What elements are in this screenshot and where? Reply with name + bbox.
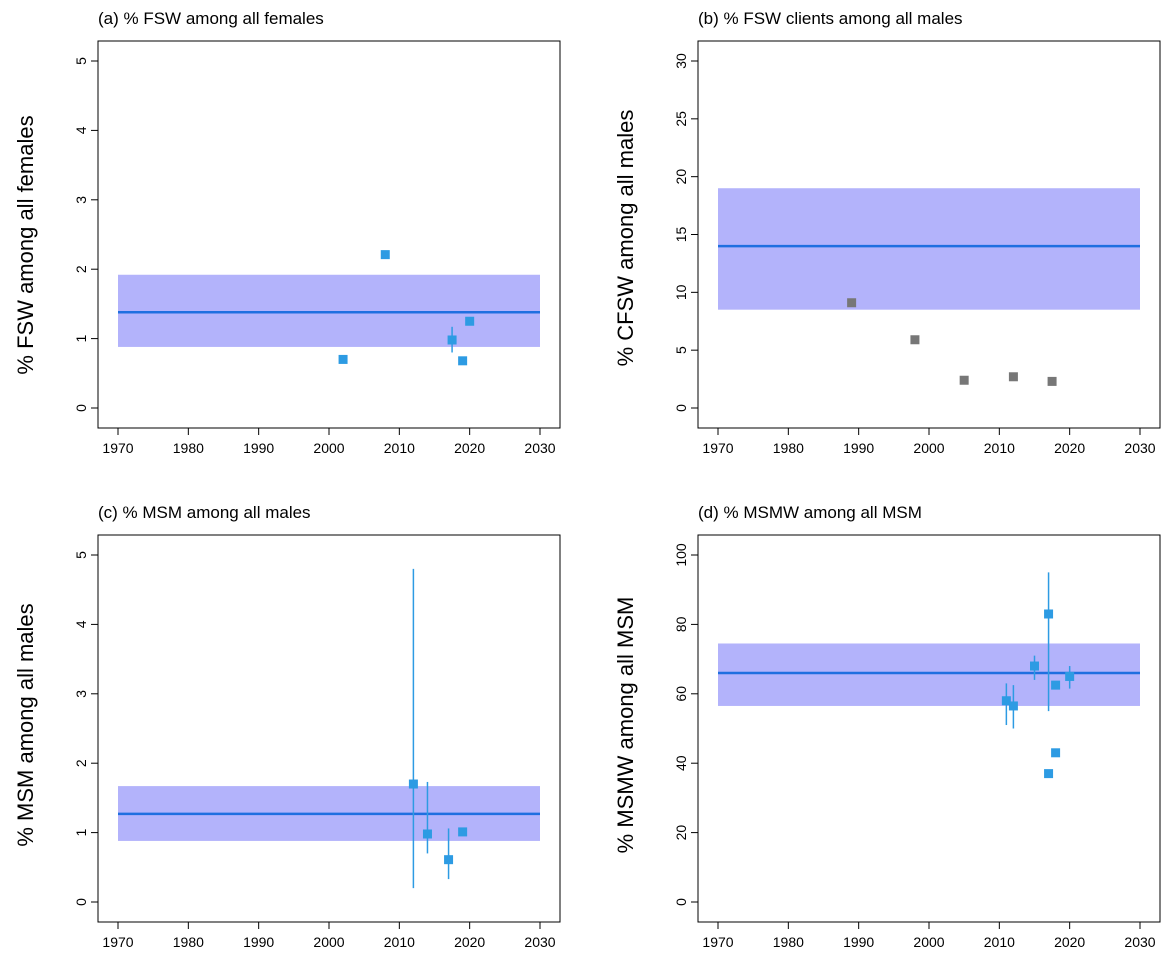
- panel-d-xtick-label-0: 1970: [702, 934, 733, 950]
- panel-a-title: (a) % FSW among all females: [98, 9, 324, 28]
- panel-c-frame: [97, 534, 561, 923]
- panel-d-point-6: [1051, 748, 1061, 758]
- panel-b-xtick-label-1: 1980: [773, 440, 804, 456]
- panel-c-xtick-label-4: 2010: [384, 934, 415, 950]
- panel-d-title: (d) % MSMW among all MSM: [698, 503, 922, 522]
- panel-b-plot: 1970 1980 1990 2000 2010 2020 2030 0 5 10 15 20 25 30: [673, 40, 1161, 456]
- panel-a-band: [118, 274, 540, 347]
- panel-b-ylabel: % CFSW among all males: [613, 110, 638, 367]
- panel-d-ytick-label-4: 80: [673, 616, 689, 632]
- panel-d-plot: 1970 1980 1990 2000 2010 2020 2030 0 20 40 60 80 100: [673, 534, 1161, 950]
- panel-a-ytick-label-5: 5: [73, 57, 89, 65]
- panel-d-ytick-label-5: 100: [673, 543, 689, 567]
- panel-a-point-2: [447, 335, 457, 345]
- panel-c-ylabel: % MSM among all males: [13, 603, 38, 846]
- panel-a-xtick-label-5: 2020: [454, 440, 485, 456]
- panel-c-ytick-label-1: 1: [73, 828, 89, 836]
- panel-b-point-4: [1047, 376, 1057, 386]
- panel-a-xtick-label-6: 2030: [524, 440, 555, 456]
- panel-a-ytick-label-2: 2: [73, 265, 89, 273]
- panel-a-point-0: [338, 354, 348, 364]
- panel-d-point-1: [1008, 701, 1018, 711]
- panel-a-ylabel: % FSW among all females: [13, 115, 38, 374]
- panel-b-point-2: [959, 375, 969, 385]
- panel-c-xtick-label-3: 2000: [313, 934, 344, 950]
- panel-c-ytick-label-5: 5: [73, 551, 89, 559]
- panel-a-ytick-label-4: 4: [73, 126, 89, 134]
- panel-d-frame: [697, 534, 1161, 923]
- panel-a: (a) % FSW among all females % FSW among …: [13, 9, 561, 456]
- panel-a-point-3: [458, 356, 468, 366]
- panel-d-xtick-label-2: 1990: [843, 934, 874, 950]
- panel-a-frame: [97, 40, 561, 429]
- panel-b-point-0: [847, 298, 857, 308]
- panel-d-point-7: [1065, 671, 1075, 681]
- panel-c-xtick-label-1: 1980: [173, 934, 204, 950]
- panel-c-point-0: [408, 779, 418, 789]
- panel-a-plot: 1970 1980 1990 2000 2010 2020 2030 0 1 2 3 4 5: [73, 40, 561, 456]
- panel-b-ytick-label-6: 30: [673, 53, 689, 69]
- panel-d-ytick-label-0: 0: [673, 898, 689, 906]
- panel-c: (c) % MSM among all males % MSM among al…: [13, 503, 561, 950]
- panel-b-ytick-label-3: 15: [673, 227, 689, 243]
- panel-d: (d) % MSMW among all MSM % MSMW among al…: [613, 503, 1161, 950]
- panel-b-xtick-label-0: 1970: [702, 440, 733, 456]
- panel-a-ytick-label-0: 0: [73, 404, 89, 412]
- panel-a-xtick-label-1: 1980: [173, 440, 204, 456]
- panel-d-xtick-label-4: 2010: [984, 934, 1015, 950]
- panel-c-ytick-label-2: 2: [73, 759, 89, 767]
- panel-b-title: (b) % FSW clients among all males: [698, 9, 963, 28]
- panel-d-point-2: [1030, 661, 1039, 671]
- panel-b-xtick-label-5: 2020: [1054, 440, 1085, 456]
- panel-c-point-1: [422, 829, 432, 839]
- panel-c-point-3: [458, 827, 468, 837]
- panel-b-point-3: [1008, 372, 1018, 382]
- panel-d-ytick-label-2: 40: [673, 755, 689, 771]
- panel-c-xtick-label-2: 1990: [243, 934, 274, 950]
- panel-a-xtick-label-0: 1970: [102, 440, 133, 456]
- panel-d-ytick-label-3: 60: [673, 686, 689, 702]
- panel-a-point-1: [380, 250, 390, 260]
- panel-d-xtick-label-5: 2020: [1054, 934, 1085, 950]
- panel-d-band: [718, 643, 1140, 706]
- panel-c-xtick-label-5: 2020: [454, 934, 485, 950]
- panel-b-xtick-label-3: 2000: [913, 440, 944, 456]
- panel-a-ytick-label-3: 3: [73, 196, 89, 204]
- panel-d-point-3: [1044, 609, 1054, 619]
- panel-b-xtick-label-2: 1990: [843, 440, 874, 456]
- panel-b-xtick-label-6: 2030: [1124, 440, 1155, 456]
- panel-c-point-2: [444, 855, 454, 865]
- panel-d-xtick-label-3: 2000: [913, 934, 944, 950]
- panel-c-xtick-label-6: 2030: [524, 934, 555, 950]
- panel-d-xtick-label-1: 1980: [773, 934, 804, 950]
- panel-d-point-4: [1044, 769, 1054, 779]
- panel-b-ytick-label-2: 10: [673, 284, 689, 300]
- panel-b-ytick-label-4: 20: [673, 169, 689, 185]
- panel-b-xtick-label-4: 2010: [984, 440, 1015, 456]
- panel-d-point-0: [1001, 696, 1011, 706]
- panel-c-plot: 1970 1980 1990 2000 2010 2020 2030 0 1 2 3 4 5: [73, 534, 561, 950]
- panel-b-ytick-label-1: 5: [673, 346, 689, 354]
- panel-c-ytick-label-0: 0: [73, 898, 89, 906]
- panel-b-ytick-label-5: 25: [673, 111, 689, 127]
- panel-d-point-5: [1051, 680, 1061, 690]
- panel-a-xtick-label-4: 2010: [384, 440, 415, 456]
- panel-b: (b) % FSW clients among all males % CFSW…: [613, 9, 1161, 456]
- panel-a-ytick-label-1: 1: [73, 334, 89, 342]
- panel-c-ytick-label-3: 3: [73, 690, 89, 698]
- panel-d-ytick-label-1: 20: [673, 825, 689, 841]
- panel-c-title: (c) % MSM among all males: [98, 503, 311, 522]
- panel-d-ylabel: % MSMW among all MSM: [613, 597, 638, 854]
- panel-a-xtick-label-2: 1990: [243, 440, 274, 456]
- panel-b-ytick-label-0: 0: [673, 404, 689, 412]
- panel-b-point-1: [910, 335, 920, 345]
- panel-d-xtick-label-6: 2030: [1124, 934, 1155, 950]
- panel-c-ytick-label-4: 4: [73, 620, 89, 628]
- panel-c-xtick-label-0: 1970: [102, 934, 133, 950]
- panel-b-band: [718, 188, 1140, 310]
- panel-a-xtick-label-3: 2000: [313, 440, 344, 456]
- panel-a-point-4: [465, 316, 475, 326]
